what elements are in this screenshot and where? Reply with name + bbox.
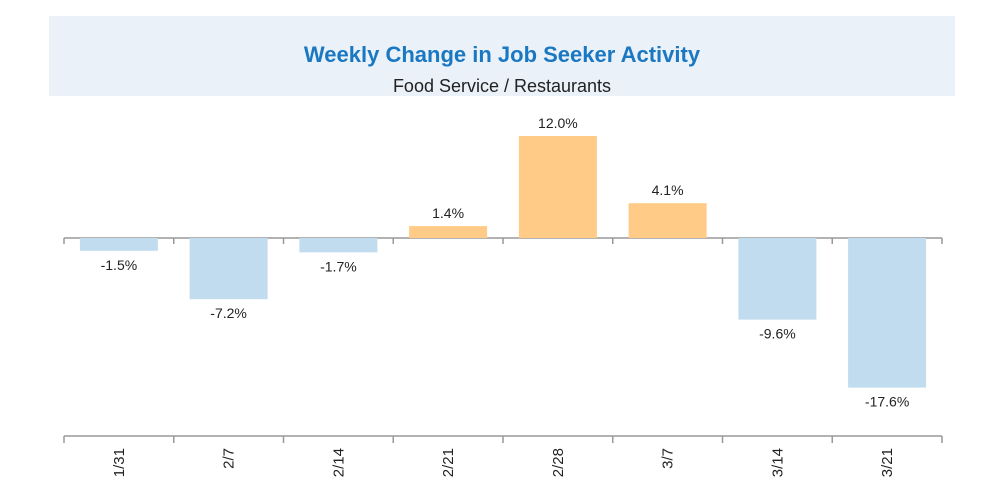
data-label: -17.6%: [865, 394, 909, 410]
x-tick-label: 2/21: [440, 448, 457, 477]
bar: [409, 226, 488, 238]
bar: [848, 238, 927, 388]
x-tick-label: 3/14: [769, 448, 786, 477]
data-label: 1.4%: [432, 205, 464, 221]
bar: [189, 238, 268, 300]
x-tick-label: 3/21: [879, 448, 896, 477]
bar: [738, 238, 817, 320]
x-tick-label: 2/7: [221, 448, 238, 469]
data-label: -7.2%: [210, 305, 247, 321]
x-tick-label: 2/28: [550, 448, 567, 477]
x-tick-label: 2/14: [330, 448, 347, 477]
bar: [79, 238, 158, 251]
data-label: 12.0%: [538, 115, 578, 131]
data-label: -1.7%: [320, 258, 357, 274]
data-label: 4.1%: [652, 182, 684, 198]
data-label: -1.5%: [101, 257, 138, 273]
x-tick-label: 3/7: [660, 448, 677, 469]
bar: [299, 238, 378, 253]
chart-title: Weekly Change in Job Seeker Activity: [303, 42, 701, 67]
data-label: -9.6%: [759, 326, 796, 342]
bar: [518, 136, 597, 238]
chart-subtitle: Food Service / Restaurants: [392, 76, 612, 96]
bar: [628, 203, 707, 238]
chart-title-panel: Weekly Change in Job Seeker Activity Foo…: [49, 16, 955, 96]
x-tick-label: 1/31: [111, 448, 128, 477]
